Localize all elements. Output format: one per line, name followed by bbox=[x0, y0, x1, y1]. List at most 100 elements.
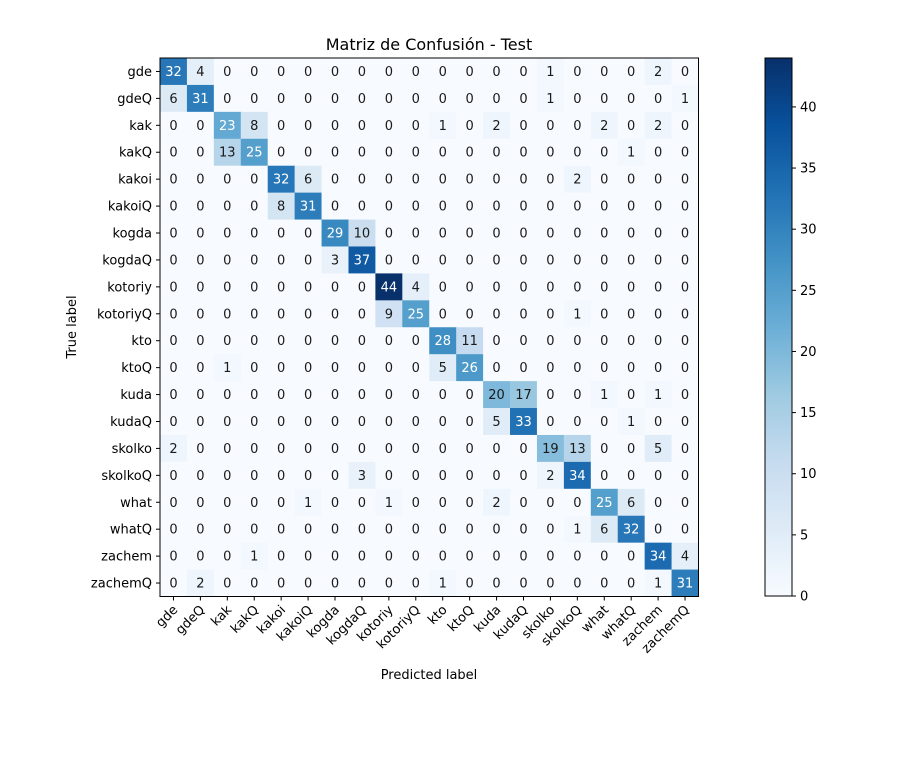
heatmap-cell bbox=[483, 488, 511, 517]
cell-value: 0 bbox=[492, 523, 500, 538]
cell-value: 0 bbox=[600, 469, 608, 484]
colorbar-ticks: 0 5 10 15 20 25 30 35 40 bbox=[792, 100, 817, 605]
heatmap-cell bbox=[536, 354, 565, 382]
heatmap-cell bbox=[294, 515, 322, 544]
cell-value: 0 bbox=[439, 415, 447, 430]
heatmap-cell bbox=[671, 58, 699, 86]
cell-value: 0 bbox=[196, 361, 204, 376]
cell-value: 0 bbox=[600, 334, 608, 349]
cell-value: 0 bbox=[519, 496, 527, 511]
heatmap-cell bbox=[644, 515, 672, 544]
cell-value: 0 bbox=[169, 307, 177, 322]
cell-value: 0 bbox=[304, 361, 312, 376]
heatmap-cell bbox=[160, 461, 188, 490]
cell-value: 0 bbox=[573, 146, 581, 161]
heatmap-cell bbox=[590, 219, 619, 247]
heatmap-cell bbox=[213, 165, 242, 194]
cell-value: 0 bbox=[439, 253, 447, 268]
heatmap-cell bbox=[617, 219, 646, 247]
heatmap-cell bbox=[213, 300, 242, 328]
cell-value: 0 bbox=[196, 523, 204, 538]
cell-value: 0 bbox=[196, 200, 204, 215]
cell-value: 0 bbox=[304, 523, 312, 538]
heatmap-cell bbox=[375, 408, 403, 436]
heatmap-cell bbox=[375, 488, 403, 517]
heatmap-cell bbox=[617, 542, 646, 570]
heatmap-cell bbox=[321, 461, 349, 490]
heatmap-cell bbox=[375, 84, 403, 113]
heatmap-cell bbox=[617, 84, 646, 113]
heatmap-cell bbox=[510, 408, 538, 436]
y-tick-label: kakQ bbox=[119, 146, 152, 161]
cell-value: 0 bbox=[465, 523, 473, 538]
cell-value: 0 bbox=[681, 280, 689, 295]
heatmap-cell bbox=[186, 569, 215, 597]
heatmap-cell bbox=[186, 219, 215, 247]
cell-value: 0 bbox=[412, 550, 420, 565]
cell-value: 25 bbox=[596, 496, 613, 511]
cell-value: 0 bbox=[412, 361, 420, 376]
chart-title: Matriz de Confusión - Test bbox=[326, 35, 533, 54]
cell-value: 0 bbox=[681, 496, 689, 511]
cell-value: 0 bbox=[331, 65, 339, 80]
cell-value: 0 bbox=[492, 200, 500, 215]
heatmap-cell bbox=[644, 219, 672, 247]
heatmap-cell bbox=[321, 569, 349, 597]
heatmap-cell bbox=[563, 273, 592, 301]
y-tick-labels: gde gdeQ kak kakQ kakoi kakoiQ kogda kogdaQ koto… bbox=[91, 65, 160, 592]
heatmap-cell bbox=[644, 434, 672, 463]
cell-value: 0 bbox=[573, 280, 581, 295]
heatmap-cell bbox=[348, 381, 376, 409]
heatmap-cell bbox=[536, 111, 565, 140]
cell-value: 0 bbox=[492, 307, 500, 322]
y-tick-label: kakoi bbox=[118, 173, 152, 188]
heatmap-cell bbox=[510, 327, 538, 355]
cell-value: 0 bbox=[331, 119, 339, 134]
heatmap-cell bbox=[671, 192, 699, 220]
heatmap-cell bbox=[671, 165, 699, 194]
heatmap-cell bbox=[348, 246, 376, 274]
cell-value: 0 bbox=[331, 307, 339, 322]
heatmap-cell bbox=[671, 273, 699, 301]
heatmap-cell bbox=[160, 246, 188, 274]
heatmap-cell bbox=[240, 138, 269, 167]
cell-value: 0 bbox=[465, 146, 473, 161]
heatmap-cell bbox=[483, 354, 511, 382]
heatmap-cell bbox=[590, 434, 619, 463]
cell-value: 0 bbox=[223, 577, 231, 592]
heatmap-cell bbox=[429, 165, 457, 194]
heatmap-cell bbox=[294, 219, 322, 247]
x-tick-label: kakQ bbox=[228, 603, 262, 637]
heatmap-cell bbox=[590, 569, 619, 597]
heatmap-cell bbox=[563, 58, 592, 86]
cell-value: 0 bbox=[492, 173, 500, 188]
cell-value: 0 bbox=[223, 496, 231, 511]
cell-value: 0 bbox=[519, 280, 527, 295]
heatmap-cell bbox=[294, 84, 322, 113]
cell-value: 0 bbox=[627, 227, 635, 242]
cell-value: 0 bbox=[277, 523, 285, 538]
heatmap-cell bbox=[160, 542, 188, 570]
heatmap-cell bbox=[671, 327, 699, 355]
cell-value: 0 bbox=[465, 253, 473, 268]
cell-value: 0 bbox=[546, 550, 554, 565]
heatmap-cell bbox=[240, 408, 269, 436]
cell-value: 0 bbox=[654, 469, 662, 484]
heatmap-cell bbox=[429, 515, 457, 544]
heatmap-cell bbox=[590, 84, 619, 113]
cell-value: 0 bbox=[681, 200, 689, 215]
heatmap-cell bbox=[456, 408, 484, 436]
heatmap-cell bbox=[644, 542, 672, 570]
cell-value: 0 bbox=[223, 65, 231, 80]
heatmap-cell bbox=[321, 381, 349, 409]
heatmap-cell bbox=[536, 515, 565, 544]
cell-value: 0 bbox=[465, 307, 473, 322]
heatmap-cell bbox=[294, 273, 322, 301]
heatmap-cell bbox=[671, 461, 699, 490]
cell-value: 0 bbox=[412, 253, 420, 268]
cell-value: 0 bbox=[681, 253, 689, 268]
heatmap-cell bbox=[563, 192, 592, 220]
heatmap-cell bbox=[160, 408, 188, 436]
cell-value: 0 bbox=[169, 469, 177, 484]
cell-value: 0 bbox=[385, 442, 393, 457]
